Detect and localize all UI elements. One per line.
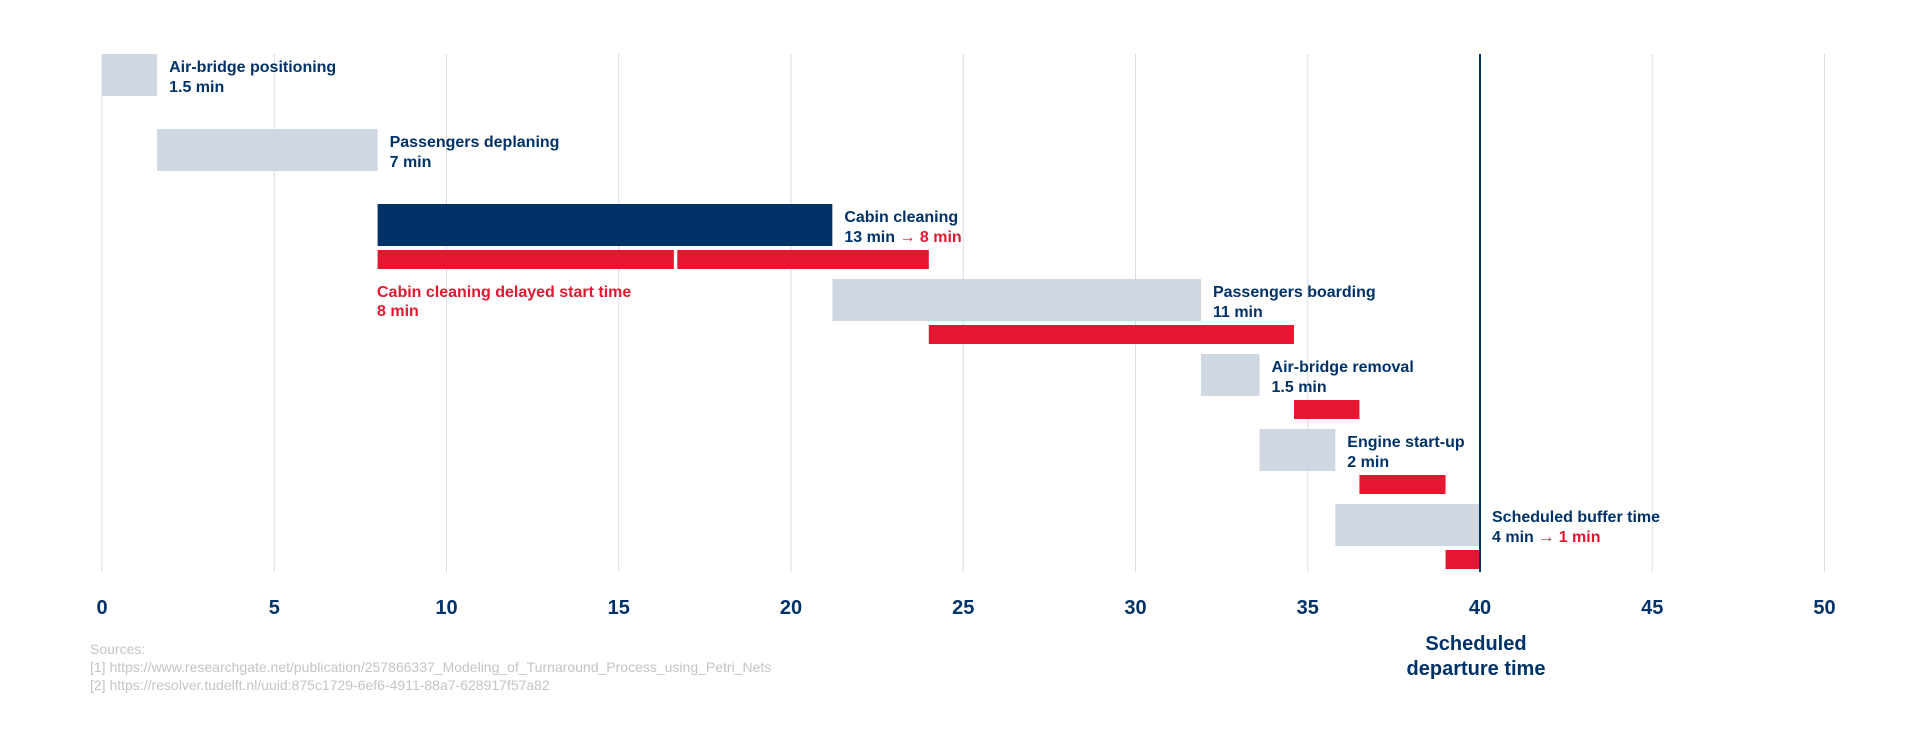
bar-cabin-cleaning	[377, 204, 833, 246]
bar-scheduled-buffer-time	[1335, 504, 1480, 546]
bar-passengers-deplaning	[157, 129, 378, 171]
duration-air-bridge-removal: 1.5 min	[1272, 379, 1327, 396]
source-2: [2] https://resolver.tudelft.nl/uuid:875…	[90, 677, 550, 693]
departure-label-line1: Scheduled	[1425, 633, 1526, 655]
tick-45: 45	[1641, 597, 1663, 619]
sources-heading: Sources:	[90, 641, 145, 657]
tick-0: 0	[96, 597, 107, 619]
new-duration-scheduled-buffer-time: 1 min	[1559, 529, 1601, 546]
duration-engine-start-up: 2 min	[1347, 454, 1389, 471]
duration-cabin-cleaning: 13 min → 8 min	[844, 229, 961, 246]
tick-25: 25	[952, 597, 974, 619]
task-bars	[102, 54, 1480, 546]
label-scheduled-buffer-time: Scheduled buffer time	[1492, 509, 1660, 526]
tick-5: 5	[269, 597, 280, 619]
tick-15: 15	[608, 597, 630, 619]
bar-air-bridge-positioning	[102, 54, 158, 96]
label-engine-start-up: Engine start-up	[1347, 434, 1465, 451]
tick-20: 20	[780, 597, 802, 619]
duration-passengers-boarding: 11 min	[1213, 304, 1263, 321]
tick-50: 50	[1813, 597, 1835, 619]
bar-air-bridge-removal	[1200, 354, 1260, 396]
label-cabin-cleaning: Cabin cleaning	[844, 209, 958, 226]
tick-10: 10	[435, 597, 457, 619]
red-bar-delayed-bridge-removal	[1293, 400, 1360, 419]
delay-annotation-duration: 8 min	[377, 303, 419, 320]
tick-40: 40	[1469, 597, 1491, 619]
tick-35: 35	[1297, 597, 1319, 619]
label-passengers-deplaning: Passengers deplaning	[390, 134, 560, 151]
red-bar-delayed-buffer	[1445, 550, 1480, 569]
duration-value-air-bridge-positioning: 1.5 min	[169, 79, 224, 96]
duration-value-engine-start-up: 2 min	[1347, 454, 1389, 471]
duration-value-scheduled-buffer-time: 4 min	[1492, 529, 1534, 546]
arrow-scheduled-buffer-time: →	[1534, 529, 1559, 546]
red-bar-delayed-boarding	[928, 325, 1294, 344]
red-bar-delayed-engine-start	[1359, 475, 1446, 494]
red-bar-delayed-cleaning	[677, 250, 929, 269]
bar-passengers-boarding	[832, 279, 1201, 321]
duration-value-passengers-boarding: 11 min	[1213, 304, 1263, 321]
duration-value-passengers-deplaning: 7 min	[390, 154, 432, 171]
new-duration-cabin-cleaning: 8 min	[920, 229, 962, 246]
duration-value-cabin-cleaning: 13 min	[844, 229, 895, 246]
red-bar-delayed-start	[377, 250, 674, 269]
label-air-bridge-removal: Air-bridge removal	[1272, 359, 1414, 376]
label-air-bridge-positioning: Air-bridge positioning	[169, 59, 336, 76]
label-passengers-boarding: Passengers boarding	[1213, 284, 1376, 301]
tick-30: 30	[1124, 597, 1146, 619]
departure-label-line2: departure time	[1407, 658, 1546, 680]
duration-air-bridge-positioning: 1.5 min	[169, 79, 224, 96]
task-labels: Air-bridge positioning 1.5 min Passengers …	[169, 59, 1660, 546]
delayed-bars	[377, 250, 1480, 569]
bar-engine-start-up	[1259, 429, 1336, 471]
source-1: [1] https://www.researchgate.net/publica…	[90, 659, 771, 675]
x-axis-ticks: 0 5 10 15 20 25 30 35 40 45 50	[96, 597, 1835, 619]
arrow-cabin-cleaning: →	[895, 229, 920, 246]
delay-annotation-name: Cabin cleaning delayed start time	[377, 284, 631, 301]
duration-scheduled-buffer-time: 4 min → 1 min	[1492, 529, 1600, 546]
duration-value-air-bridge-removal: 1.5 min	[1272, 379, 1327, 396]
duration-passengers-deplaning: 7 min	[390, 154, 432, 171]
